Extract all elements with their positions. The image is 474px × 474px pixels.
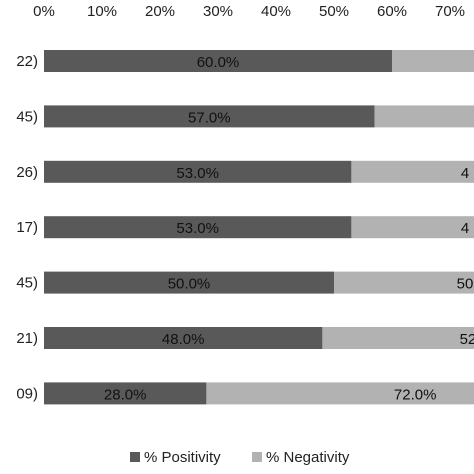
bar-positivity [44,105,375,128]
bar-positivity [44,271,334,294]
bar-positivity [44,382,207,405]
category-labels: 22) 45) 26) 17) 45) 21) 09) [16,53,38,402]
data-label-negativity: 72.0% [394,386,437,403]
bar-negativity [374,105,474,128]
legend: % Positivity % Negativity [130,449,350,466]
data-label-positivity: 53.0% [176,220,219,237]
bar-negativity [351,160,474,183]
category-label: 21) [16,330,38,347]
data-label-positivity: 57.0% [188,109,231,126]
bar-positivity [44,216,352,239]
legend-swatch-positivity [130,452,140,462]
bar-negativity [334,271,474,294]
data-label-positivity: 48.0% [162,331,205,348]
bar-positivity [44,160,352,183]
x-tick-label: 30% [203,3,233,20]
data-label-negativity: 4 [461,220,469,237]
x-tick-label: 20% [145,3,175,20]
category-label: 26) [16,164,38,181]
data-label-positivity: 53.0% [176,165,219,182]
x-tick-label: 70% [435,3,465,20]
data-label-positivity: 60.0% [197,54,240,71]
data-label-negativity: 50 [457,276,474,293]
bar-negativity [392,50,474,72]
x-tick-label: 10% [87,3,117,20]
bar-negativity [206,382,474,405]
x-tick-label: 0% [33,3,55,20]
x-axis-ticks: 0% 10% 20% 30% 40% 50% 60% 70% [33,3,465,20]
category-label: 22) [16,53,38,70]
category-label: 45) [16,275,38,292]
data-label-negativity: 52. [460,331,474,348]
x-tick-label: 50% [319,3,349,20]
x-tick-label: 40% [261,3,291,20]
bar-negativity [322,327,474,349]
legend-label-negativity: % Negativity [266,449,350,466]
bar-positivity [44,50,392,72]
category-label: 45) [16,108,38,125]
data-label-negativity: 4 [461,165,469,182]
bars [44,50,474,405]
bar-negativity [351,216,474,239]
legend-swatch-negativity [252,452,262,462]
category-label: 09) [16,385,38,402]
x-tick-label: 60% [377,3,407,20]
bar-positivity [44,327,323,349]
legend-label-positivity: % Positivity [144,449,221,466]
data-labels: 60.0% 57.0% 53.0% 4 53.0% 4 50.0% 50 48.0% 52. 28.… [104,54,474,403]
data-label-positivity: 50.0% [168,276,211,293]
category-label: 17) [16,219,38,236]
data-label-positivity: 28.0% [104,386,147,403]
